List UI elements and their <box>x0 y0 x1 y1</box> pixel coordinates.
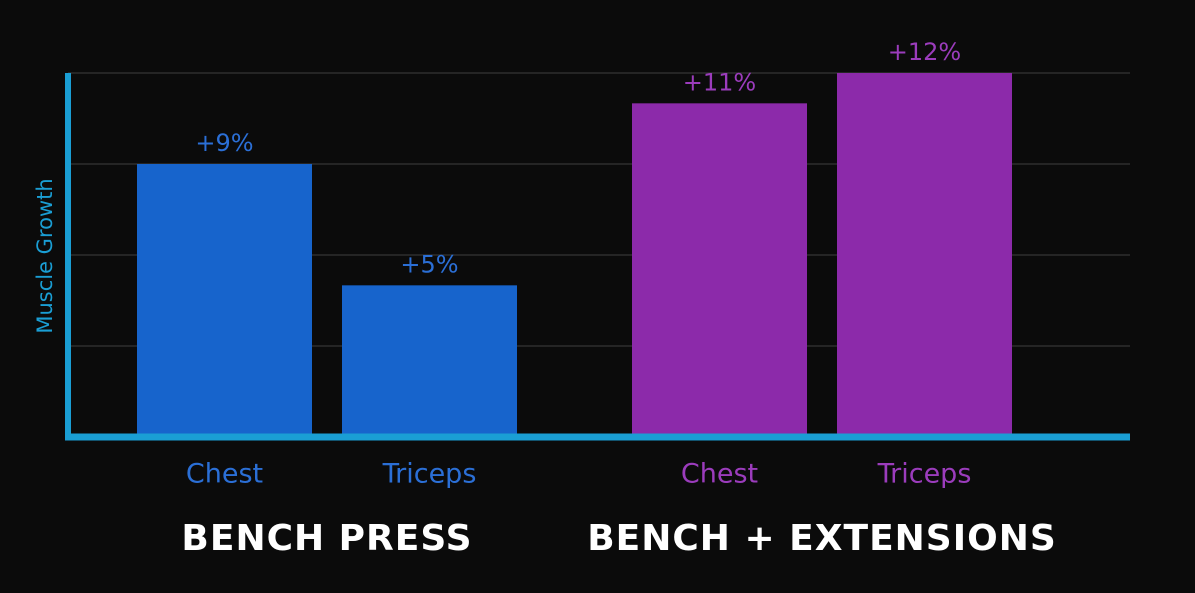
group-label: BENCH PRESS <box>181 518 472 559</box>
value-label: +5% <box>400 250 458 278</box>
x-tick-label: Triceps <box>877 459 972 490</box>
group-label: BENCH + EXTENSIONS <box>587 518 1057 559</box>
x-tick-label: Chest <box>186 459 263 490</box>
value-label: +12% <box>888 38 961 66</box>
y-axis-label: Muscle Growth <box>33 178 57 333</box>
value-label: +9% <box>195 129 253 157</box>
x-tick-label: Chest <box>681 459 758 490</box>
bar <box>137 164 312 437</box>
bar <box>632 103 807 437</box>
x-tick-label: Triceps <box>382 459 477 490</box>
bar <box>837 73 1012 437</box>
bar <box>342 285 517 437</box>
value-label: +11% <box>683 68 756 96</box>
